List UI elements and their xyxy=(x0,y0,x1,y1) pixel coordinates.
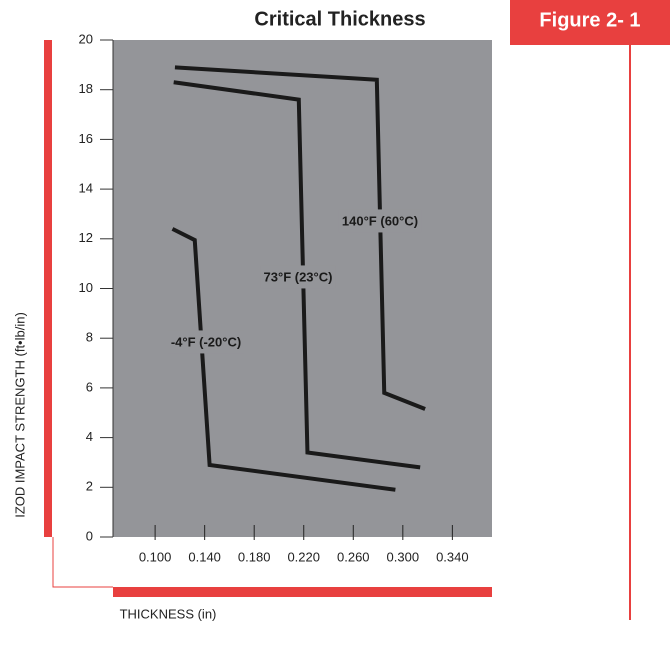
x-tick-label: 0.340 xyxy=(436,549,469,564)
label-background xyxy=(167,330,245,354)
figure-box xyxy=(510,0,670,45)
y-tick-label: 20 xyxy=(79,31,93,46)
x-tick-label: 0.260 xyxy=(337,549,370,564)
y-tick-label: 0 xyxy=(86,528,93,543)
left-accent xyxy=(44,40,52,537)
label-background xyxy=(338,209,422,233)
y-tick-label: 14 xyxy=(79,181,93,196)
label-background xyxy=(260,265,336,289)
y-tick-label: 2 xyxy=(86,479,93,494)
bottom-accent xyxy=(113,587,492,597)
y-tick-label: 18 xyxy=(79,81,93,96)
x-tick-label: 0.140 xyxy=(188,549,221,564)
x-axis-label: THICKNESS (in) xyxy=(120,606,217,621)
series-label: 73°F (23°C) xyxy=(264,269,333,284)
y-tick-label: 8 xyxy=(86,330,93,345)
y-tick-label: 6 xyxy=(86,379,93,394)
x-tick-label: 0.300 xyxy=(387,549,420,564)
y-tick-label: 16 xyxy=(79,131,93,146)
x-tick-label: 0.180 xyxy=(238,549,271,564)
y-tick-label: 12 xyxy=(79,230,93,245)
series-label: 140°F (60°C) xyxy=(342,213,418,228)
x-tick-label: 0.220 xyxy=(287,549,320,564)
y-tick-label: 10 xyxy=(79,280,93,295)
y-tick-label: 4 xyxy=(86,429,93,444)
figure-label: Figure 2- 1 xyxy=(539,9,640,31)
series-label: -4°F (-20°C) xyxy=(171,334,241,349)
chart-title: Critical Thickness xyxy=(254,8,425,30)
accent-line xyxy=(52,537,113,588)
x-tick-label: 0.100 xyxy=(139,549,172,564)
line xyxy=(174,65,426,411)
y-axis-label: IZOD IMPACT STRENGTH (ft•lb/in) xyxy=(12,312,27,518)
